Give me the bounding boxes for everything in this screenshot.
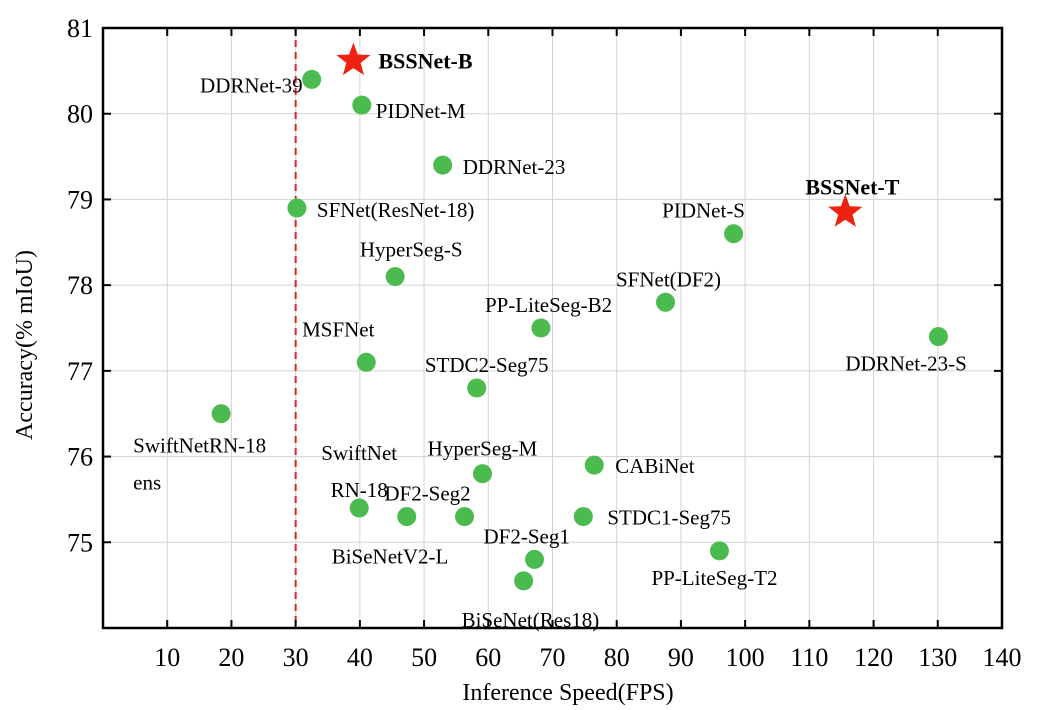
- point-label-bssnet-t: BSSNet-T: [805, 174, 899, 199]
- x-tick-label: 50: [411, 643, 437, 672]
- point-label-pidnet-s: PIDNet-S: [662, 199, 745, 223]
- point-msfnet: [356, 352, 376, 372]
- point-label-swiftnet-rn-18: SwiftNet: [321, 441, 397, 465]
- point-label-pidnet-m: PIDNet-M: [376, 99, 466, 123]
- point-label-sfnet-df2: SFNet(DF2): [616, 267, 721, 291]
- point-label-pp-liteseg-t2: PP-LiteSeg-T2: [651, 566, 777, 590]
- point-bisenet-res18: [514, 571, 534, 591]
- x-tick-label: 100: [726, 643, 765, 672]
- x-tick-label: 10: [154, 643, 180, 672]
- point-label-swiftnetrn-18-ens: SwiftNetRN-18: [133, 434, 266, 458]
- x-tick-label: 110: [790, 643, 828, 672]
- y-tick-label: 80: [67, 100, 93, 129]
- point-df2-seg2: [455, 507, 475, 527]
- point-label-swiftnet-rn-18: RN-18: [331, 478, 388, 502]
- point-label-df2-seg2: DF2-Seg2: [384, 482, 470, 506]
- point-stdc2-seg75: [467, 378, 487, 398]
- y-tick-label: 76: [67, 443, 93, 472]
- x-tick-label: 20: [218, 643, 244, 672]
- point-label-hyperseg-s: HyperSeg-S: [360, 238, 463, 262]
- x-tick-label: 70: [540, 643, 566, 672]
- point-label-stdc2-seg75: STDC2-Seg75: [425, 353, 549, 377]
- y-tick-label: 78: [67, 271, 93, 300]
- point-hyperseg-s: [385, 267, 405, 287]
- point-swiftnetrn-18-ens: [211, 404, 231, 424]
- star-bssnet-t: [828, 194, 863, 227]
- data-points: [211, 42, 948, 591]
- x-tick-label: 60: [475, 643, 501, 672]
- point-label-bisenet-res18: BiSeNet(Res18): [462, 608, 600, 632]
- point-label-ddrnet-23: DDRNet-23: [463, 155, 566, 179]
- point-hyperseg-m: [473, 464, 493, 484]
- point-label-sfnet-resnet-18: SFNet(ResNet-18): [317, 198, 474, 222]
- point-labels: DDRNet-39 PIDNet-M DDRNet-23 SFNet(ResNet-1…: [133, 49, 967, 632]
- point-label-ddrnet-23-s: DDRNet-23-S: [845, 352, 966, 376]
- y-tick-label: 79: [67, 185, 93, 214]
- x-tick-label: 90: [668, 643, 694, 672]
- point-label-stdc1-seg75: STDC1-Seg75: [607, 506, 731, 530]
- x-tick-label: 130: [918, 643, 957, 672]
- point-pidnet-s: [724, 224, 744, 244]
- point-df2-seg1: [525, 549, 545, 569]
- x-tick-label: 120: [854, 643, 893, 672]
- y-axis-title: Accuracy(% mIoU): [12, 250, 38, 440]
- point-label-df2-seg1: DF2-Seg1: [484, 524, 570, 548]
- point-pidnet-m: [352, 95, 372, 115]
- x-tick-label: 80: [604, 643, 630, 672]
- point-label-pp-liteseg-b2: PP-LiteSeg-B2: [485, 293, 612, 317]
- point-sfnet-resnet-18: [287, 198, 307, 218]
- point-bisenetv2-l: [397, 507, 417, 527]
- x-tick-label: 30: [283, 643, 309, 672]
- point-cabinet: [584, 455, 604, 475]
- point-ddrnet-23: [433, 155, 453, 175]
- axis-ticks: 10 20 30 40 50 60 70 80 90 100 110 120 130 140 75 76 77 7…: [67, 14, 1022, 672]
- x-axis-title: Inference Speed(FPS): [462, 680, 673, 706]
- x-tick-label: 40: [347, 643, 373, 672]
- x-tick-label: 140: [983, 643, 1022, 672]
- point-label-cabinet: CABiNet: [615, 454, 695, 478]
- point-label-bssnet-b: BSSNet-B: [378, 49, 472, 74]
- point-label-ddrnet-39: DDRNet-39: [200, 73, 303, 97]
- point-ddrnet-23-s: [928, 327, 948, 347]
- point-sfnet-df2: [656, 292, 676, 312]
- star-bssnet-b: [336, 42, 371, 76]
- point-label-msfnet: MSFNet: [302, 317, 375, 341]
- point-pp-liteseg-b2: [531, 318, 551, 338]
- point-label-swiftnetrn-18-ens: ens: [133, 471, 161, 495]
- point-pp-liteseg-t2: [709, 541, 729, 561]
- point-label-bisenetv2-l: BiSeNetV2-L: [332, 545, 449, 569]
- point-ddrnet-39: [302, 69, 322, 89]
- y-tick-label: 77: [67, 357, 93, 386]
- point-stdc1-seg75: [573, 507, 593, 527]
- y-tick-label: 75: [67, 528, 93, 557]
- y-tick-label: 81: [67, 14, 93, 43]
- point-label-hyperseg-m: HyperSeg-M: [428, 437, 538, 461]
- point-swiftnet-rn-18: [349, 498, 369, 518]
